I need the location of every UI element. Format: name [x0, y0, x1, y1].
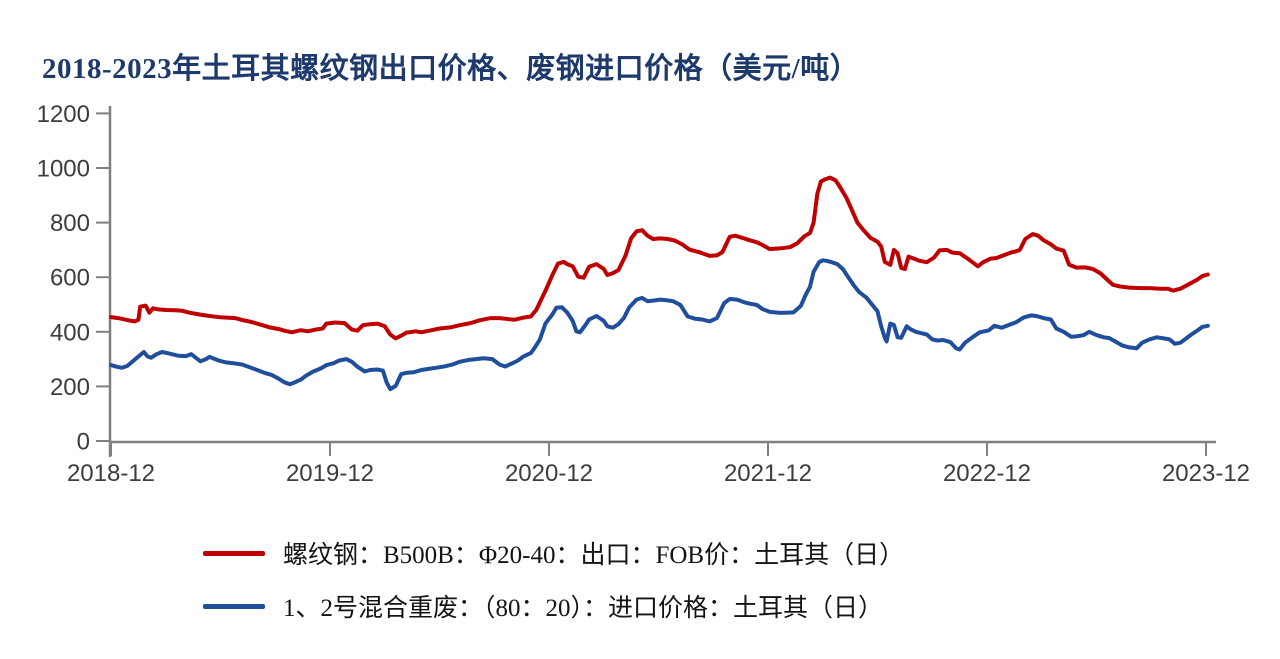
legend: 螺纹钢：B500B：Φ20-40：出口：FOB价：土耳其（日） 1、2号混合重废… — [203, 534, 904, 625]
chart-title: 2018-2023年土耳其螺纹钢出口价格、废钢进口价格（美元/吨） — [42, 53, 860, 86]
y-tick-label: 800 — [50, 210, 90, 237]
x-tick-label: 2021-12 — [724, 460, 812, 487]
axes: 0 200 400 600 800 1000 1200 2018-12 2019-12 2020-… — [37, 101, 1250, 487]
x-tick-label: 2023-12 — [1162, 460, 1250, 487]
rebar-legend-label: 螺纹钢：B500B：Φ20-40：出口：FOB价：土耳其（日） — [283, 542, 905, 569]
x-tick-label: 2018-12 — [67, 460, 155, 487]
x-tick-label: 2022-12 — [943, 460, 1031, 487]
series-lines — [109, 175, 1210, 392]
rebar-line-swatch — [203, 550, 265, 556]
y-tick-label: 400 — [50, 319, 90, 346]
y-tick-label: 200 — [50, 374, 90, 401]
y-tick-label: 1200 — [37, 101, 90, 128]
rebar-series-line — [109, 175, 1210, 341]
x-tick-label: 2020-12 — [505, 460, 593, 487]
y-tick-label: 600 — [50, 265, 90, 292]
scrap-legend-label: 1、2号混合重废：（80：20）：进口价格：土耳其（日） — [283, 595, 884, 622]
legend-item-scrap: 1、2号混合重废：（80：20）：进口价格：土耳其（日） — [203, 587, 904, 625]
x-tick-label: 2019-12 — [286, 460, 374, 487]
scrap-series-line — [109, 258, 1210, 392]
y-tick-label: 1000 — [37, 156, 90, 183]
scrap-line-swatch — [203, 603, 265, 609]
y-tick-label: 0 — [77, 429, 90, 456]
legend-item-rebar: 螺纹钢：B500B：Φ20-40：出口：FOB价：土耳其（日） — [203, 534, 904, 572]
